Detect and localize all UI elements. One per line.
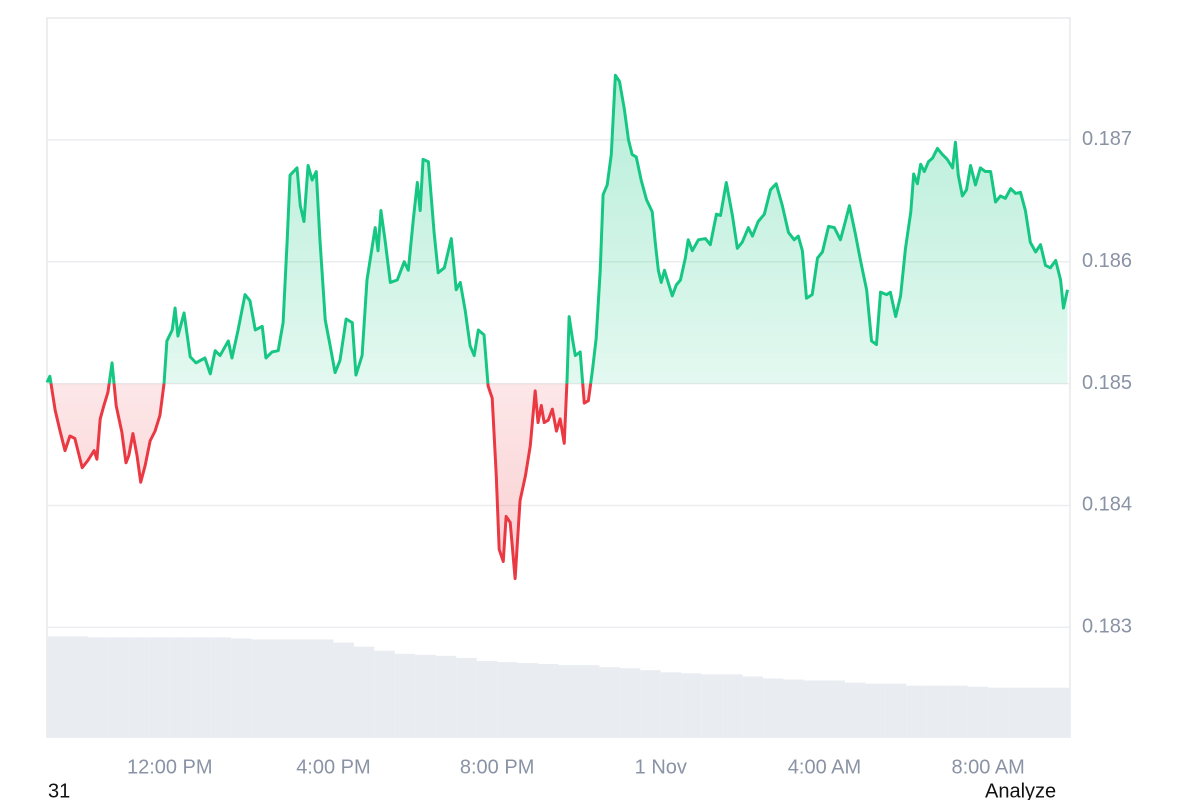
- volume-bar: [190, 637, 210, 737]
- volume-bar: [661, 672, 681, 737]
- volume-bar: [395, 654, 415, 737]
- volume-bar: [559, 665, 579, 737]
- volume-bar: [599, 667, 619, 737]
- volume-bar: [67, 636, 87, 737]
- volume-layer: [47, 636, 1070, 737]
- volume-bar: [579, 665, 599, 737]
- volume-bar: [211, 637, 231, 737]
- area-layer: [47, 75, 1068, 578]
- volume-bar: [845, 683, 865, 737]
- volume-bar: [129, 637, 149, 737]
- volume-bar: [333, 643, 353, 737]
- y-tick-label: 0.185: [1082, 372, 1132, 394]
- volume-bar: [374, 651, 394, 737]
- volume-bar: [313, 639, 333, 737]
- volume-bar: [149, 637, 169, 737]
- volume-bar: [620, 668, 640, 737]
- volume-bar: [518, 663, 538, 737]
- x-tick-label: 4:00 PM: [296, 756, 370, 778]
- volume-bar: [1050, 688, 1070, 737]
- volume-bar: [436, 656, 456, 737]
- volume-bar: [906, 686, 926, 737]
- volume-bar: [456, 658, 476, 737]
- x-tick-label: 8:00 AM: [951, 756, 1024, 778]
- volume-bar: [886, 684, 906, 737]
- volume-bar: [354, 647, 374, 737]
- volume-bar: [108, 637, 128, 737]
- y-tick-label: 0.184: [1082, 494, 1132, 516]
- volume-bar: [988, 688, 1008, 737]
- volume-bar: [743, 676, 763, 737]
- volume-bar: [293, 639, 313, 737]
- volume-bar: [1029, 688, 1049, 737]
- volume-bar: [272, 639, 292, 737]
- price-area: [47, 75, 1068, 578]
- volume-bar: [927, 686, 947, 737]
- x-tick-label: 12:00 PM: [127, 756, 213, 778]
- volume-bar: [763, 678, 783, 737]
- volume-bar: [170, 637, 190, 737]
- y-tick-label: 0.187: [1082, 128, 1132, 150]
- volume-bar: [252, 639, 272, 737]
- volume-bar: [415, 655, 435, 737]
- y-tick-label: 0.186: [1082, 250, 1132, 272]
- volume-bar: [477, 661, 497, 737]
- volume-bar: [947, 686, 967, 737]
- volume-bar: [538, 664, 558, 737]
- x-tick-label: 8:00 PM: [460, 756, 534, 778]
- x-tick-label: 1 Nov: [635, 756, 687, 778]
- volume-bar: [88, 637, 108, 737]
- volume-bar: [47, 636, 67, 737]
- volume-bar: [722, 674, 742, 737]
- volume-bar: [497, 662, 517, 737]
- volume-bar: [865, 684, 885, 737]
- volume-bar: [968, 687, 988, 737]
- x-tick-label: 4:00 AM: [788, 756, 861, 778]
- volume-bar: [784, 679, 804, 737]
- volume-bar: [681, 673, 701, 737]
- volume-bar: [1009, 688, 1029, 737]
- footer-right: Analyze: [985, 780, 1056, 800]
- volume-bar: [231, 638, 251, 737]
- volume-bar: [702, 674, 722, 737]
- volume-bar: [804, 681, 824, 737]
- volume-bar: [824, 681, 844, 737]
- footer-left: 31: [48, 780, 70, 800]
- y-tick-label: 0.183: [1082, 616, 1132, 638]
- volume-bar: [640, 670, 660, 737]
